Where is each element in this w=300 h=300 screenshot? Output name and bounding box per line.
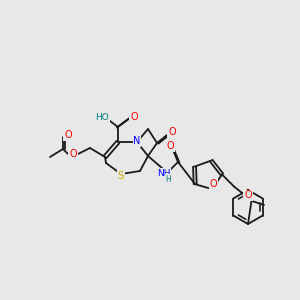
Text: O: O — [130, 112, 138, 122]
Text: H: H — [165, 175, 171, 184]
Text: O: O — [168, 127, 176, 137]
Text: O: O — [244, 190, 252, 200]
Text: O: O — [69, 149, 77, 159]
Text: N: N — [133, 136, 141, 146]
Text: O: O — [209, 179, 217, 189]
Text: O: O — [64, 130, 72, 140]
Text: HO: HO — [95, 112, 109, 122]
Text: O: O — [166, 141, 174, 151]
Text: NH: NH — [157, 169, 171, 178]
Text: S: S — [118, 171, 124, 181]
